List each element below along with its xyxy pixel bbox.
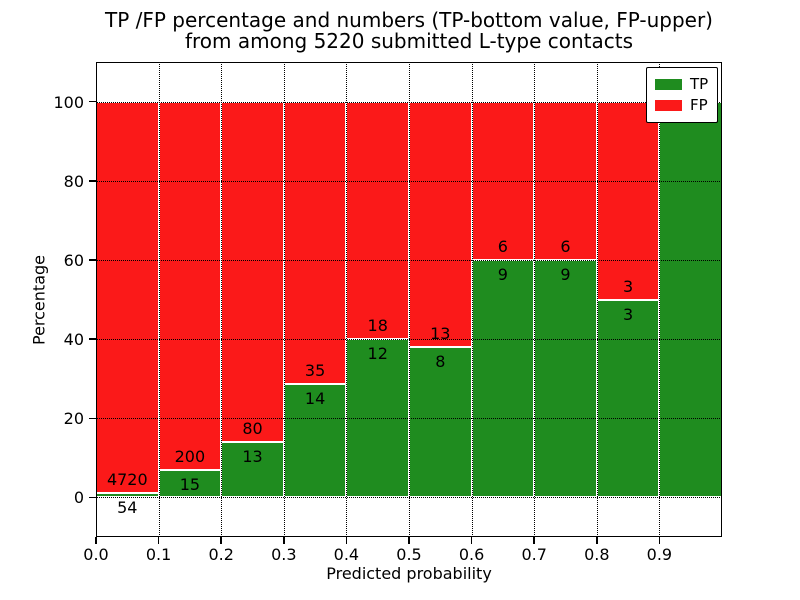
tp-count-label: 9 <box>560 264 571 284</box>
tp-count-label: 12 <box>367 344 388 364</box>
x-tick <box>345 537 348 544</box>
legend-label-fp: FP <box>690 96 708 114</box>
y-tick-label: 100 <box>53 92 84 112</box>
x-tick <box>220 537 222 544</box>
y-tick <box>89 338 96 340</box>
x-tick-label: 0.5 <box>396 545 422 564</box>
fp-count-label: 35 <box>304 361 326 381</box>
fp-count-label: 4720 <box>106 469 148 489</box>
x-tick-label: 0.4 <box>333 545 360 564</box>
x-tick <box>596 537 598 544</box>
x-tick <box>658 537 661 544</box>
tp-count-label: 8 <box>435 351 446 371</box>
x-tick-label: 0.1 <box>145 545 172 564</box>
tp-count-label: 14 <box>304 389 326 409</box>
y-tick <box>89 100 96 103</box>
fp-swatch-icon <box>655 100 682 111</box>
tp-bar-segment <box>283 384 347 498</box>
fp-count-label: 3 <box>623 276 634 296</box>
fp-bar-segment <box>596 101 660 300</box>
fp-count-label: 6 <box>497 236 508 256</box>
fp-bar-segment <box>409 101 472 347</box>
chart-title-line1: TP /FP percentage and numbers (TP-bottom… <box>105 8 713 32</box>
y-tick <box>89 180 96 182</box>
fp-count-label: 18 <box>367 316 388 336</box>
x-tick <box>283 537 285 544</box>
fp-bar-segment <box>346 101 409 340</box>
legend-item-tp: TP <box>655 74 708 95</box>
tp-bar-segment <box>534 259 597 498</box>
chart-title-line2: from among 5220 submitted L-type contact… <box>184 29 634 53</box>
x-tick <box>408 537 410 544</box>
fp-count-label: 6 <box>560 236 571 256</box>
y-tick <box>89 417 96 419</box>
tp-count-label: 9 <box>497 264 508 284</box>
x-tick-label: 0.7 <box>521 545 547 564</box>
plot-area: 472054200158013351418121386969332 TP FP <box>96 62 722 537</box>
x-tick <box>533 537 535 544</box>
legend: TP FP <box>646 67 719 123</box>
tp-bar-segment <box>659 101 722 498</box>
y-tick <box>89 496 96 499</box>
tp-count-label: 54 <box>117 497 138 517</box>
fp-bar-segment <box>283 101 347 385</box>
x-tick <box>470 537 473 544</box>
x-tick <box>95 537 97 544</box>
y-tick-label: 80 <box>63 171 84 191</box>
chart-title: TP /FP percentage and numbers (TP-bottom… <box>96 10 722 52</box>
y-tick-label: 40 <box>63 330 84 350</box>
fp-count-label: 13 <box>430 323 451 343</box>
x-tick-label: 0.6 <box>458 545 485 564</box>
y-tick-label: 20 <box>63 409 84 429</box>
x-tick-label: 0.3 <box>271 545 297 564</box>
legend-label-tp: TP <box>690 75 709 93</box>
x-tick-label: 0.2 <box>208 545 234 564</box>
bars-layer <box>96 62 722 537</box>
tp-swatch-icon <box>655 79 682 90</box>
fp-bar-segment <box>158 101 222 470</box>
tp-bar-segment <box>221 442 284 498</box>
x-tick-label: 0.8 <box>584 545 610 564</box>
fp-count-label: 80 <box>242 419 263 439</box>
fp-bar-segment <box>96 101 159 493</box>
x-tick <box>157 537 160 544</box>
tp-bar-segment <box>596 299 660 498</box>
tp-count-label: 15 <box>179 474 201 494</box>
y-tick-label: 60 <box>63 250 84 270</box>
fp-count-label: 200 <box>174 446 206 466</box>
x-tick-label: 0.9 <box>646 545 673 564</box>
legend-item-fp: FP <box>655 95 708 116</box>
x-axis-label: Predicted probability <box>326 564 492 583</box>
y-tick <box>89 259 96 261</box>
y-tick-label: 0 <box>73 488 84 508</box>
tp-count-label: 3 <box>623 304 634 324</box>
x-tick-label: 0.0 <box>83 545 109 564</box>
annotations-layer: 472054200158013351418121386969332 <box>96 62 722 537</box>
tp-count-label: 13 <box>242 447 263 467</box>
